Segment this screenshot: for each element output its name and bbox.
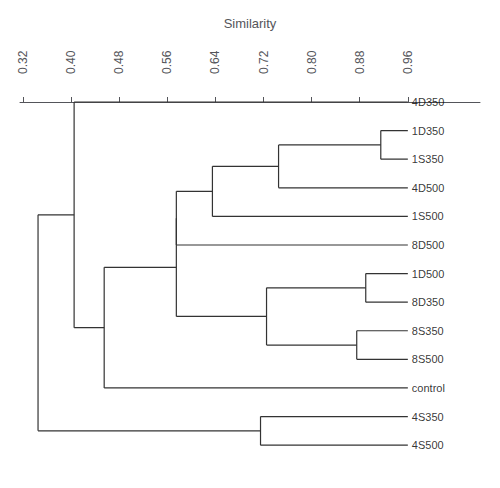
svg-text:4D350: 4D350 (412, 96, 444, 108)
svg-text:1S500: 1S500 (412, 210, 444, 222)
svg-text:0.88: 0.88 (353, 50, 367, 74)
svg-text:1S350: 1S350 (412, 153, 444, 165)
svg-text:4D500: 4D500 (412, 182, 444, 194)
svg-text:0.64: 0.64 (208, 50, 222, 74)
svg-text:0.48: 0.48 (112, 50, 126, 74)
svg-text:0.32: 0.32 (16, 50, 30, 74)
svg-text:1D500: 1D500 (412, 268, 444, 280)
svg-text:8D350: 8D350 (412, 296, 444, 308)
svg-text:8D500: 8D500 (412, 239, 444, 251)
svg-text:0.72: 0.72 (257, 50, 271, 74)
svg-text:0.96: 0.96 (401, 50, 415, 74)
svg-text:control: control (412, 382, 445, 394)
svg-text:4S350: 4S350 (412, 411, 444, 423)
svg-text:0.40: 0.40 (64, 50, 78, 74)
svg-text:8S350: 8S350 (412, 325, 444, 337)
svg-text:4S500: 4S500 (412, 439, 444, 451)
svg-text:Similarity: Similarity (224, 16, 277, 31)
svg-text:8S500: 8S500 (412, 353, 444, 365)
svg-text:0.56: 0.56 (160, 50, 174, 74)
svg-text:1D350: 1D350 (412, 125, 444, 137)
svg-text:0.80: 0.80 (305, 50, 319, 74)
